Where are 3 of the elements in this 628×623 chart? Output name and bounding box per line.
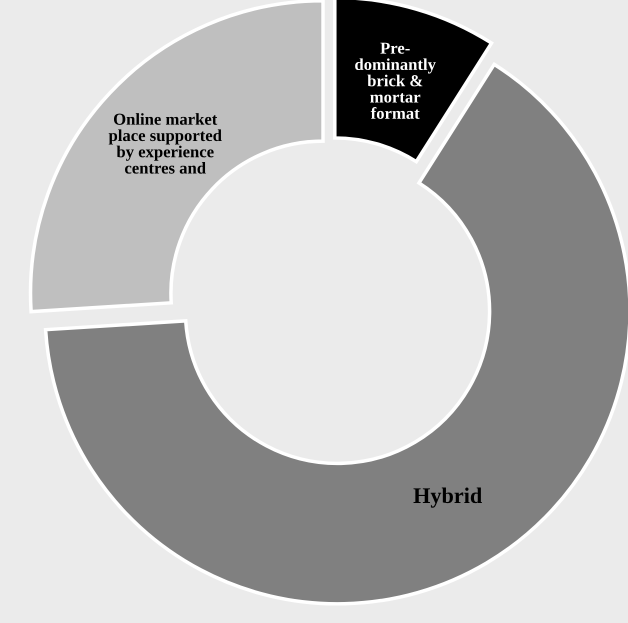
slice-label: Pre- dominantly brick & mortar format [355,42,436,119]
slice-label: Hybrid [413,488,482,508]
slice-label: Online market place supported by experience centres and [108,113,222,174]
